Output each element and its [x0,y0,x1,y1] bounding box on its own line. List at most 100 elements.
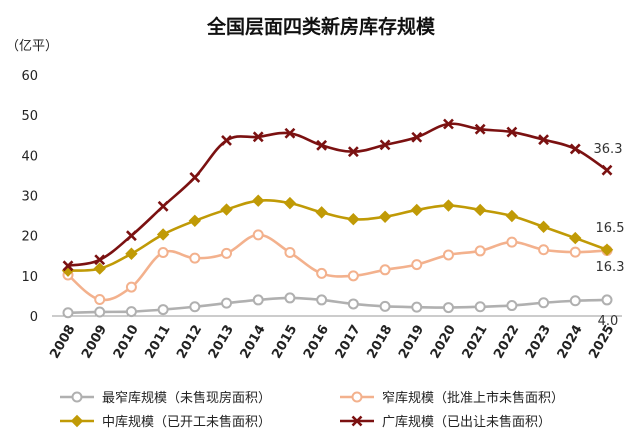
end-labels: 4.0 16.3 16.5 36.3 [594,142,625,329]
point-narrow-2013 [221,247,233,259]
point-narrow-2017 [347,270,359,282]
point-medium-2025 [600,243,614,256]
end-label-medium: 16.5 [596,221,625,236]
point-broad-2025 [601,164,613,176]
point-narrowest-2013 [221,297,233,309]
y-tick-label-5: 50 [21,109,38,124]
point-broad-2015 [284,127,296,139]
legend-label-narrow: 窄库规模（批准上市未售面积） [382,390,564,406]
point-broad-2020 [443,118,454,130]
x-tick-label-2019: 2019 [396,323,427,362]
series-medium [61,194,614,277]
point-broad-2018 [379,139,391,151]
chart-title: 全国层面四类新房库存规模 [206,15,436,38]
point-narrowest-2010 [125,306,137,318]
x-tick-label-2014: 2014 [238,323,269,362]
point-narrowest-2025 [601,294,613,306]
point-narrowest-2020 [442,302,454,314]
point-broad-2011 [157,200,169,212]
x-tick-label-2023: 2023 [523,323,554,362]
series-line-medium [67,199,608,272]
point-narrow-2010 [125,281,137,293]
point-narrow-2023 [538,244,550,256]
point-narrow-2011 [157,247,169,259]
series-line-narrow [67,233,608,302]
point-medium-2019 [410,203,423,217]
point-broad-2019 [411,131,423,143]
point-narrowest-2024 [569,295,581,307]
point-broad-2023 [538,134,550,146]
point-medium-2014 [252,194,265,207]
point-medium-2022 [505,209,519,223]
y-tick-label-1: 10 [21,270,38,285]
x-tick-label-2012: 2012 [174,323,205,362]
point-medium-2012 [188,214,202,228]
series-broad [62,118,613,272]
series-narrowest [62,292,613,319]
legend-marker-narrowest [71,391,83,403]
legend: 最窄库规模（未售现房面积） 窄库规模（批准上市未售面积） 中库规模（已开工未售面积）… [60,390,564,430]
point-narrowest-2014 [252,294,264,306]
point-broad-2024 [569,143,581,155]
x-tick-label-2020: 2020 [428,323,459,362]
point-medium-2017 [347,212,360,226]
point-narrowest-2015 [284,292,296,304]
point-narrowest-2022 [506,300,518,312]
x-tick-label-2009: 2009 [79,323,110,362]
point-medium-2015 [283,196,297,210]
point-narrow-2016 [316,267,328,279]
y-tick-label-3: 30 [21,190,38,205]
point-medium-2020 [442,199,455,212]
legend-marker-narrow [351,391,363,403]
point-broad-2017 [347,146,359,158]
point-narrowest-2011 [157,304,169,316]
point-broad-2016 [316,139,328,151]
point-narrowest-2012 [189,301,201,313]
point-narrowest-2008 [62,307,74,319]
point-narrow-2020 [442,249,454,261]
point-narrowest-2019 [411,301,423,313]
legend-marker-broad [351,415,363,427]
legend-label-narrowest: 最窄库规模（未售现房面积） [102,390,271,406]
y-tick-label-6: 60 [21,69,38,84]
point-medium-2010 [125,247,138,260]
point-broad-2022 [506,126,518,138]
series-line-narrowest [67,296,608,315]
x-tick-label-2013: 2013 [206,323,237,362]
point-narrowest-2023 [538,297,550,309]
point-broad-2010 [125,230,137,242]
legend-marker-medium [70,414,84,428]
point-narrowest-2018 [379,300,391,312]
y-tick-label-0: 0 [30,310,38,325]
point-narrow-2012 [189,252,201,264]
x-tick-label-2008: 2008 [47,323,78,362]
x-tick-label-2016: 2016 [301,323,332,362]
point-narrowest-2016 [316,294,328,306]
series-narrow [62,229,613,306]
point-narrow-2009 [94,294,106,306]
point-narrow-2024 [569,246,581,258]
point-broad-2008 [62,260,74,272]
point-narrow-2014 [252,229,264,241]
point-medium-2011 [156,228,170,241]
y-tick-label-2: 20 [21,230,38,245]
x-tick-label-2021: 2021 [460,323,491,362]
x-tick-label-2010: 2010 [111,323,142,362]
x-tick-label-2015: 2015 [269,323,300,362]
end-label-narrowest: 4.0 [598,314,619,329]
x-tick-label-2018: 2018 [364,323,395,362]
point-broad-2013 [221,135,232,146]
point-medium-2009 [93,262,106,275]
point-medium-2018 [378,210,392,223]
x-tick-label-2017: 2017 [333,323,364,362]
point-broad-2014 [252,131,264,143]
end-label-broad: 36.3 [594,142,623,157]
x-tick-label-2024: 2024 [555,323,586,362]
legend-item-broad: 广库规模（已出让未售面积） [340,414,551,430]
point-narrow-2015 [284,247,296,259]
point-medium-2021 [473,203,487,217]
legend-label-broad: 广库规模（已出让未售面积） [382,414,551,430]
point-broad-2009 [94,254,106,266]
x-tick-label-2011: 2011 [142,323,173,362]
